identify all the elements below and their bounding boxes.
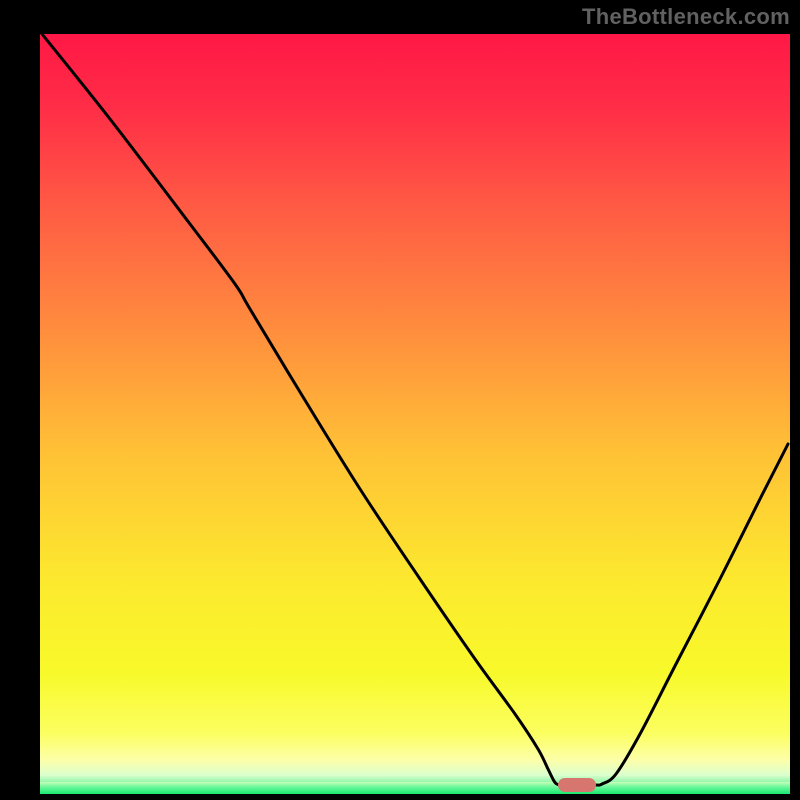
bottleneck-marker — [558, 778, 596, 792]
watermark-text: TheBottleneck.com — [582, 4, 790, 30]
chart-container: TheBottleneck.com — [0, 0, 800, 800]
gradient-background — [40, 34, 790, 794]
plot-area — [40, 34, 790, 794]
bottom-green-band — [40, 782, 790, 794]
